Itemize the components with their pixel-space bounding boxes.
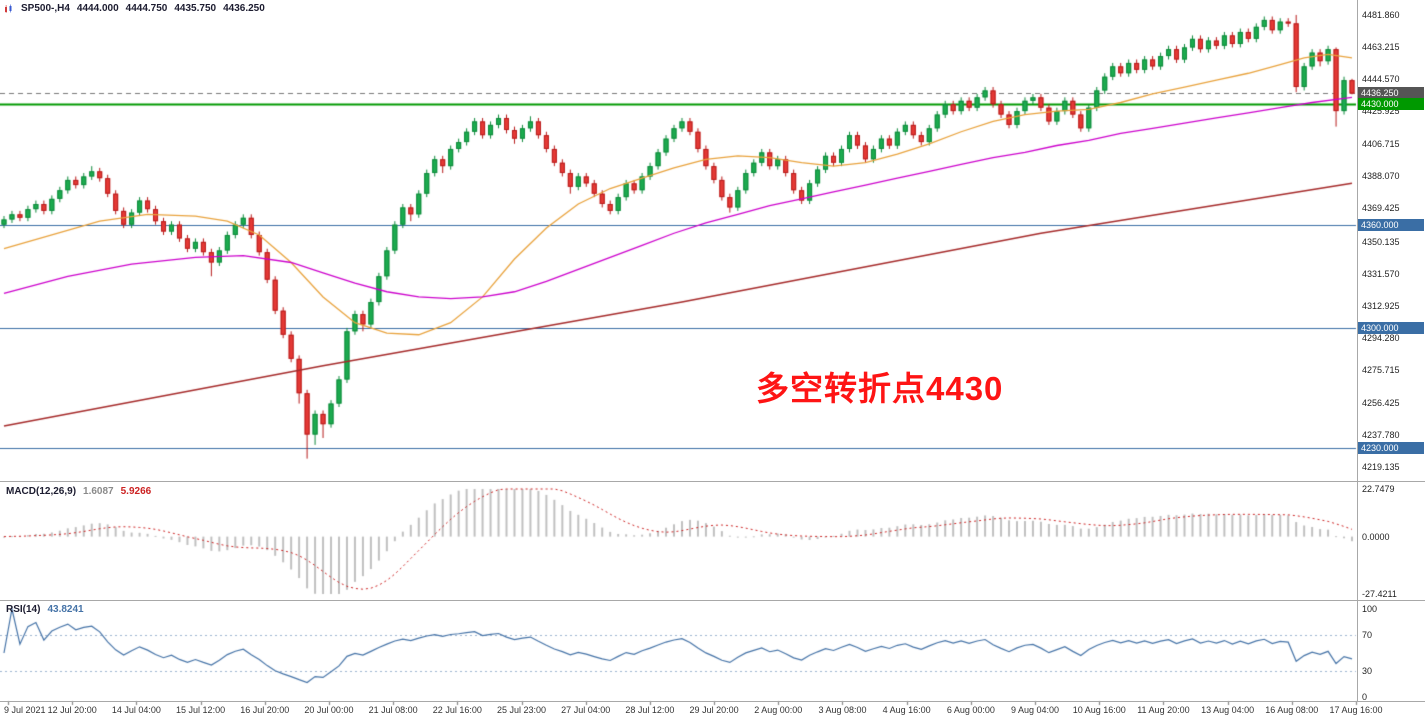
price-axis-label: 4331.570 xyxy=(1362,268,1400,279)
time-axis-label: 12 Jul 20:00 xyxy=(47,705,97,715)
time-axis-label: 16 Jul 20:00 xyxy=(240,705,290,715)
macd-main-value: 1.6087 xyxy=(83,486,114,497)
symbol-timeframe: SP500-,H4 xyxy=(21,3,70,14)
annotation-text: 多空转折点4430 xyxy=(756,370,1004,407)
macd-indicator-label: MACD(12,26,9) 1.6087 5.9266 xyxy=(6,486,151,497)
time-axis-label: 15 Jul 12:00 xyxy=(176,705,226,715)
price-axis-label: 4294.280 xyxy=(1362,332,1400,343)
price-axis-label: 4219.135 xyxy=(1362,461,1400,472)
price-axis-label: 4312.925 xyxy=(1362,300,1400,311)
time-axis-border xyxy=(0,701,1425,702)
time-axis-label: 22 Jul 16:00 xyxy=(432,705,482,715)
time-axis-label: 27 Jul 04:00 xyxy=(561,705,611,715)
time-axis-label: 3 Aug 08:00 xyxy=(818,705,867,715)
price-axis-label: 4350.135 xyxy=(1362,236,1400,247)
macd-signal-value: 5.9266 xyxy=(120,486,152,497)
price-axis: 4481.860 4463.215 4444.570 4425.925 4406.715… xyxy=(1358,0,1425,702)
time-axis-label: 9 Jul 2021 xyxy=(4,705,46,715)
price-badge-4300.000: 4300.000 xyxy=(1358,321,1424,334)
quote-low: 4435.750 xyxy=(174,3,217,14)
time-axis-label: 11 Aug 20:00 xyxy=(1137,705,1190,715)
time-axis-label: 2 Aug 00:00 xyxy=(754,705,803,715)
price-axis-label: 4237.780 xyxy=(1362,429,1400,440)
price-axis-label: 4369.425 xyxy=(1362,203,1400,214)
macd-axis-label: 0.0000 xyxy=(1362,531,1390,542)
time-axis-label: 4 Aug 16:00 xyxy=(882,705,931,715)
panel-splitter-macd[interactable] xyxy=(0,481,1425,482)
price-axis-label: 4444.570 xyxy=(1362,74,1400,85)
time-axis-label: 29 Jul 20:00 xyxy=(689,705,739,715)
time-axis-label: 14 Jul 04:00 xyxy=(111,705,161,715)
rsi-axis-label: 100 xyxy=(1362,604,1378,614)
rsi-title: RSI(14) xyxy=(6,604,41,615)
macd-title: MACD(12,26,9) xyxy=(6,486,77,497)
time-axis-label: 17 Aug 16:00 xyxy=(1329,705,1383,715)
price-badge-4360.000: 4360.000 xyxy=(1358,218,1424,231)
rsi-axis-label: 30 xyxy=(1362,665,1373,676)
time-axis-label: 20 Jul 00:00 xyxy=(304,705,354,715)
rsi-value: 43.8241 xyxy=(47,604,84,615)
time-axis-label: 28 Jul 12:00 xyxy=(625,705,675,715)
panel-splitter-rsi[interactable] xyxy=(0,600,1425,601)
quote-high: 4444.750 xyxy=(125,3,168,14)
candlestick-icon xyxy=(4,4,14,14)
time-axis-label: 21 Jul 08:00 xyxy=(368,705,418,715)
price-axis-label: 4425.925 xyxy=(1362,106,1400,117)
rsi-axis-label: 70 xyxy=(1362,630,1373,641)
time-axis: 9 Jul 2021 12 Jul 20:00 14 Jul 04:00 15 Jul… xyxy=(0,703,1425,723)
macd-axis-label: -27.4211 xyxy=(1362,589,1397,599)
price-axis-label: 4275.715 xyxy=(1362,364,1400,375)
rsi-indicator-label: RSI(14) 43.8241 xyxy=(6,604,84,615)
price-axis-label: 4406.715 xyxy=(1362,139,1400,150)
macd-axis-label: 22.7479 xyxy=(1362,484,1395,494)
time-axis-label: 9 Aug 04:00 xyxy=(1011,705,1060,715)
price-axis-label: 4388.070 xyxy=(1362,171,1400,182)
price-axis-border xyxy=(1357,0,1358,701)
price-axis-label: 4256.425 xyxy=(1362,397,1400,408)
price-badge-4436.250: 4436.250 xyxy=(1358,87,1424,100)
time-axis-label: 16 Aug 08:00 xyxy=(1265,705,1319,715)
quote-bar: SP500-,H4 4444.000 4444.750 4435.750 443… xyxy=(4,3,265,14)
price-axis-label: 4481.860 xyxy=(1362,10,1400,20)
time-axis-label: 25 Jul 23:00 xyxy=(496,705,547,715)
quote-close: 4436.250 xyxy=(223,3,265,14)
time-axis-label: 13 Aug 04:00 xyxy=(1201,705,1255,715)
rsi-axis-label: 0 xyxy=(1362,692,1368,702)
price-badge-4430.000: 4430.000 xyxy=(1358,98,1424,111)
price-badge-4230.000: 4230.000 xyxy=(1358,442,1424,455)
quote-open: 4444.000 xyxy=(76,3,119,14)
time-axis-label: 10 Aug 16:00 xyxy=(1072,705,1126,715)
time-axis-label: 6 Aug 00:00 xyxy=(946,705,995,715)
price-axis-label: 4463.215 xyxy=(1362,42,1400,53)
